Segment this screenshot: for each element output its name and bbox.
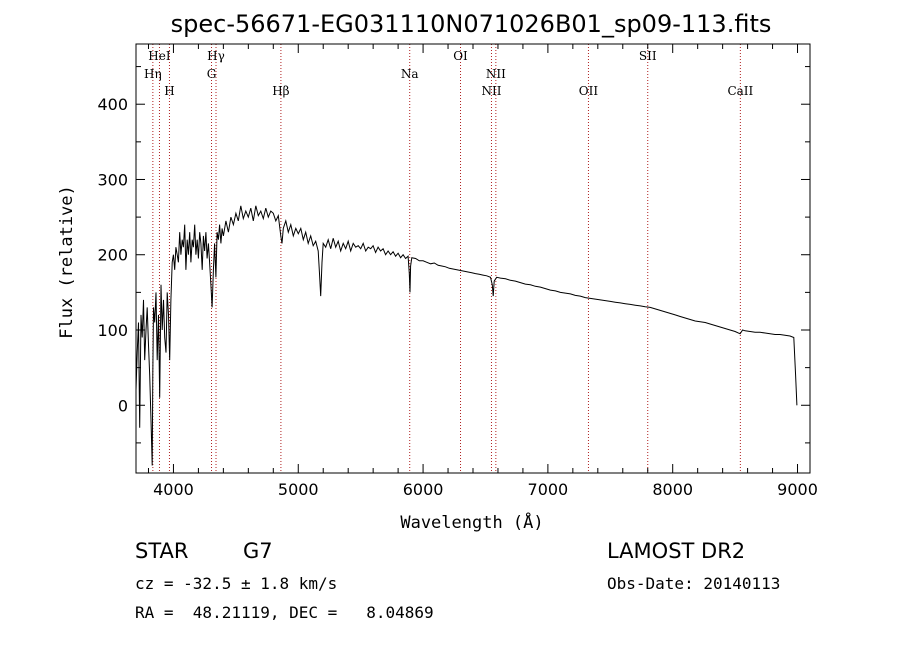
spectrum-series	[135, 205, 798, 466]
spectrum-line	[135, 205, 798, 466]
object-class: STAR	[135, 539, 189, 563]
spectral-line-label: NII	[486, 67, 506, 81]
x-tick-label: 8000	[652, 480, 693, 499]
spectral-line-label: HeI	[148, 49, 171, 63]
x-tick-label: 7000	[528, 480, 569, 499]
y-axis-label: Flux (relative)	[57, 185, 77, 339]
spectral-line-label: Hγ	[207, 49, 225, 63]
spectral-line-label: Hβ	[272, 84, 289, 98]
spectral-line-label: OI	[453, 49, 468, 63]
plot-frame	[135, 43, 811, 474]
spectral-lines: HeI HηH Hγ G Hβ Na OI NII NII OII SII CaII	[144, 44, 754, 473]
object-subclass: G7	[243, 539, 273, 563]
obs-date-text: Obs-Date: 20140113	[607, 574, 781, 593]
x-tick-label: 6000	[403, 480, 444, 499]
spectral-line-label: CaII	[727, 84, 753, 98]
x-tick-label: 9000	[777, 480, 818, 499]
redshift-text: cz = -32.5 ± 1.8 km/s	[135, 574, 338, 593]
spectral-line-label: Hη	[144, 67, 162, 81]
y-tick-label: 0	[118, 396, 128, 415]
y-tick-label: 200	[97, 246, 128, 265]
x-tick-label: 4000	[153, 480, 194, 499]
axes: 4000 5000 6000 7000 8000 9000 0 100 200 300 400	[97, 43, 818, 499]
y-tick-label: 400	[97, 95, 128, 114]
x-tick-label: 5000	[278, 480, 319, 499]
coordinates-text: RA = 48.21119, DEC = 8.04869	[135, 603, 434, 622]
spectral-line-label: G	[207, 67, 217, 81]
x-axis-label: Wavelength (Å)	[400, 511, 543, 533]
spectral-line-label: OII	[579, 84, 599, 98]
spectral-line-label: NII	[481, 84, 501, 98]
spectral-line-label: Na	[401, 67, 419, 81]
chart-title: spec-56671-EG031110N071026B01_sp09-113.f…	[171, 10, 772, 38]
survey-label: LAMOST DR2	[607, 539, 746, 563]
y-tick-label: 100	[97, 321, 128, 340]
spectral-line-label: H	[164, 84, 174, 98]
spectral-line-label: SII	[639, 49, 657, 63]
y-tick-label: 300	[97, 170, 128, 189]
